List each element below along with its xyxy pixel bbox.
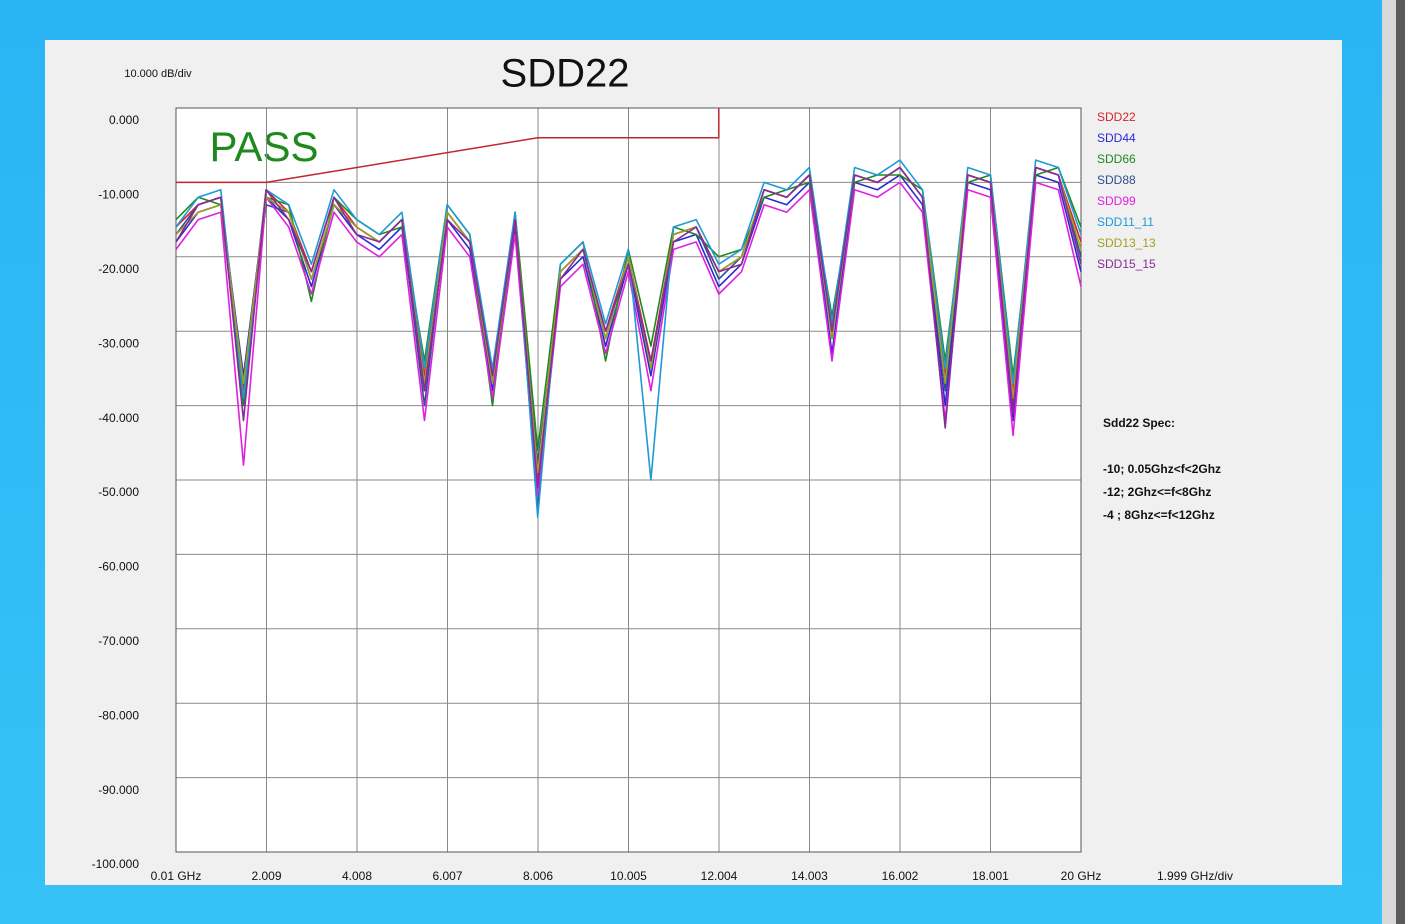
series-line	[175, 159, 1082, 519]
x-scale-label: 1.999 GHz/div	[1157, 869, 1233, 883]
legend-entry: SDD66	[1097, 152, 1136, 166]
x-tick-label: 16.002	[882, 869, 919, 883]
x-tick-label: 6.007	[432, 869, 462, 883]
y-tick-label: 0.000	[109, 113, 139, 127]
x-tick-label: 12.004	[701, 869, 738, 883]
spec-line: -10; 0.05Ghz<f<2Ghz	[1103, 462, 1221, 476]
status-label: PASS	[210, 123, 319, 170]
x-tick-label: 20 GHz	[1061, 869, 1102, 883]
legend-entry: SDD88	[1097, 173, 1136, 187]
y-tick-label: -40.000	[98, 411, 139, 425]
y-tick-label: -30.000	[98, 336, 139, 350]
chart-title: SDD22	[501, 52, 630, 96]
plot-border	[175, 107, 1082, 853]
legend-entry: SDD13_13	[1097, 236, 1156, 250]
spec-title: Sdd22 Spec:	[1103, 416, 1175, 430]
x-tick-label: 2.009	[251, 869, 281, 883]
legend-entry: SDD44	[1097, 131, 1136, 145]
x-tick-label: 0.01 GHz	[151, 869, 202, 883]
y-tick-label: -100.000	[92, 857, 140, 871]
y-tick-label: -70.000	[98, 634, 139, 648]
series-line	[175, 166, 1082, 474]
x-tick-label: 10.005	[610, 869, 647, 883]
y-tick-label: -80.000	[98, 708, 139, 722]
x-tick-label: 4.008	[342, 869, 372, 883]
side-edge	[1396, 0, 1405, 924]
y-tick-label: -90.000	[98, 783, 139, 797]
legend-entry: SDD15_15	[1097, 257, 1156, 271]
y-tick-label: -10.000	[98, 188, 139, 202]
y-tick-label: -20.000	[98, 262, 139, 276]
y-tick-label: -60.000	[98, 560, 139, 574]
legend-entry: SDD22	[1097, 110, 1136, 124]
spec-line: -12; 2Ghz<=f<8Ghz	[1103, 485, 1211, 499]
legend-entry: SDD11_11	[1097, 215, 1154, 229]
y-tick-label: -50.000	[98, 485, 139, 499]
limit-line	[176, 108, 720, 184]
y-scale-label: 10.000 dB/div	[124, 68, 192, 80]
x-tick-label: 14.003	[791, 869, 828, 883]
legend-entry: SDD99	[1097, 194, 1136, 208]
spec-line: -4 ; 8Ghz<=f<12Ghz	[1103, 508, 1215, 522]
x-tick-label: 8.006	[523, 869, 553, 883]
series-line	[175, 166, 1082, 489]
x-tick-label: 18.001	[972, 869, 1009, 883]
